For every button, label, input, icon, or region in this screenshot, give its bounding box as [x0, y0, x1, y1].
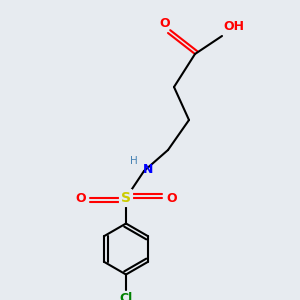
Text: OH: OH: [224, 20, 244, 33]
Text: H: H: [130, 157, 137, 166]
Text: Cl: Cl: [119, 292, 133, 300]
Text: O: O: [167, 191, 177, 205]
Text: O: O: [160, 17, 170, 30]
Text: S: S: [121, 191, 131, 205]
Text: O: O: [75, 191, 86, 205]
Text: N: N: [142, 163, 153, 176]
